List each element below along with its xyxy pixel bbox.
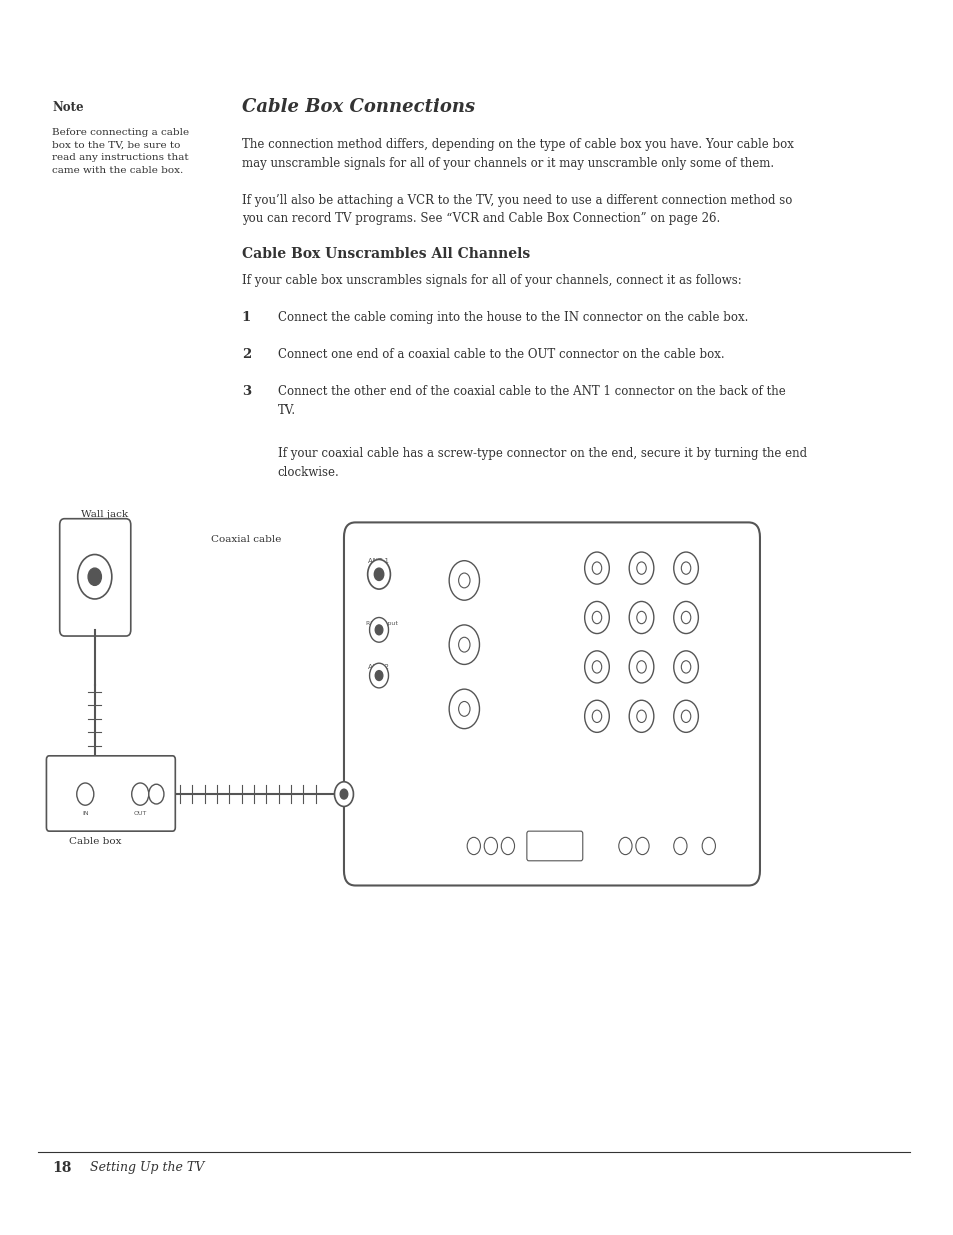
Circle shape — [592, 562, 601, 574]
Circle shape — [618, 837, 632, 855]
Circle shape — [584, 601, 609, 634]
Circle shape — [335, 782, 353, 806]
Circle shape — [584, 552, 609, 584]
Circle shape — [77, 555, 112, 599]
Text: If you’ll also be attaching a VCR to the TV, you need to use a different connect: If you’ll also be attaching a VCR to the… — [241, 194, 791, 226]
Circle shape — [635, 837, 648, 855]
Circle shape — [375, 671, 382, 680]
Circle shape — [680, 611, 690, 624]
Text: If your cable box unscrambles signals for all of your channels, connect it as fo: If your cable box unscrambles signals fo… — [241, 274, 740, 288]
Circle shape — [673, 601, 698, 634]
Circle shape — [449, 561, 479, 600]
Text: 2: 2 — [241, 348, 251, 362]
Circle shape — [673, 552, 698, 584]
Text: The connection method differs, depending on the type of cable box you have. Your: The connection method differs, depending… — [241, 138, 793, 170]
Circle shape — [449, 689, 479, 729]
Circle shape — [592, 611, 601, 624]
Text: 18: 18 — [52, 1161, 71, 1174]
Circle shape — [673, 700, 698, 732]
Circle shape — [636, 562, 645, 574]
Text: Note: Note — [52, 101, 84, 115]
Circle shape — [500, 837, 514, 855]
Text: OUT: OUT — [133, 811, 147, 816]
Circle shape — [584, 651, 609, 683]
Text: Coaxial cable: Coaxial cable — [212, 535, 281, 543]
Circle shape — [149, 784, 164, 804]
Circle shape — [680, 562, 690, 574]
Circle shape — [375, 625, 382, 635]
Text: ANT 2: ANT 2 — [367, 664, 388, 671]
Text: RF Output: RF Output — [365, 621, 397, 626]
FancyBboxPatch shape — [344, 522, 760, 885]
Text: Connect the cable coming into the house to the IN connector on the cable box.: Connect the cable coming into the house … — [277, 311, 747, 325]
Circle shape — [629, 601, 653, 634]
Text: Cable Box Unscrambles All Channels: Cable Box Unscrambles All Channels — [241, 247, 529, 261]
FancyBboxPatch shape — [526, 831, 582, 861]
Circle shape — [592, 710, 601, 722]
Circle shape — [458, 637, 470, 652]
Circle shape — [76, 783, 93, 805]
Circle shape — [374, 568, 383, 580]
Circle shape — [340, 789, 348, 799]
Text: Setting Up the TV: Setting Up the TV — [90, 1161, 204, 1174]
Text: If your coaxial cable has a screw-type connector on the end, secure it by turnin: If your coaxial cable has a screw-type c… — [277, 447, 806, 479]
FancyBboxPatch shape — [47, 756, 175, 831]
Circle shape — [629, 700, 653, 732]
FancyBboxPatch shape — [60, 519, 131, 636]
Circle shape — [88, 568, 101, 585]
Circle shape — [636, 661, 645, 673]
Circle shape — [629, 552, 653, 584]
Circle shape — [592, 661, 601, 673]
Text: Cable box: Cable box — [69, 837, 121, 846]
Circle shape — [484, 837, 497, 855]
Circle shape — [680, 710, 690, 722]
Circle shape — [467, 837, 480, 855]
Circle shape — [458, 701, 470, 716]
Circle shape — [458, 573, 470, 588]
Circle shape — [369, 663, 388, 688]
Circle shape — [680, 661, 690, 673]
Text: 3: 3 — [241, 385, 251, 399]
Text: 1: 1 — [241, 311, 251, 325]
Text: Connect the other end of the coaxial cable to the ANT 1 connector on the back of: Connect the other end of the coaxial cab… — [277, 385, 784, 417]
Circle shape — [701, 837, 715, 855]
Text: Before connecting a cable
box to the TV, be sure to
read any instructions that
c: Before connecting a cable box to the TV,… — [52, 128, 189, 175]
Text: Connect one end of a coaxial cable to the OUT connector on the cable box.: Connect one end of a coaxial cable to th… — [277, 348, 723, 362]
Circle shape — [673, 651, 698, 683]
Text: Wall jack: Wall jack — [80, 510, 128, 519]
Circle shape — [449, 625, 479, 664]
Circle shape — [673, 837, 686, 855]
Text: Cable Box Connections: Cable Box Connections — [241, 98, 475, 116]
Circle shape — [584, 700, 609, 732]
Circle shape — [367, 559, 390, 589]
Circle shape — [132, 783, 149, 805]
Circle shape — [636, 611, 645, 624]
Circle shape — [636, 710, 645, 722]
Text: IN: IN — [82, 811, 89, 816]
Circle shape — [369, 618, 388, 642]
Text: ANT 1: ANT 1 — [367, 558, 388, 564]
Circle shape — [629, 651, 653, 683]
